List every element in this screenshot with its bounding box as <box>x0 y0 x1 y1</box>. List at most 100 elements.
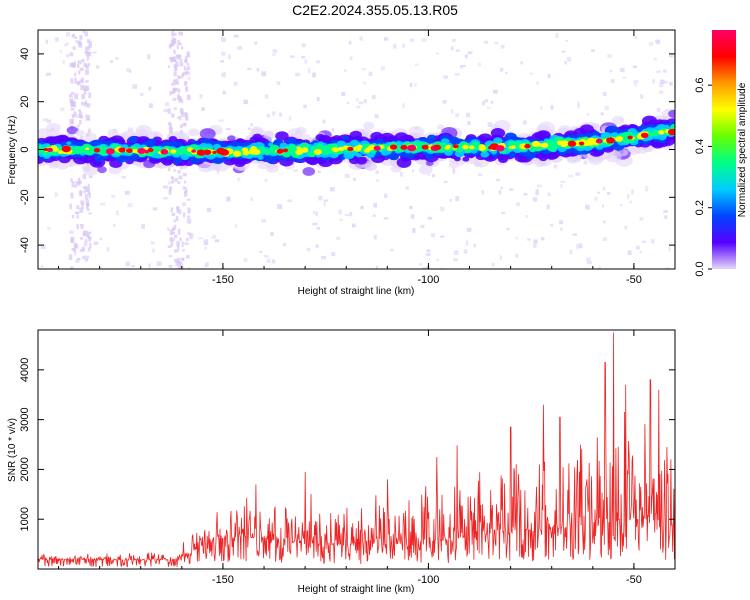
noise-cell <box>237 177 241 181</box>
spectral-blob <box>418 164 433 175</box>
spectral-blob <box>524 143 531 149</box>
x-tick-label: -150 <box>212 574 234 586</box>
streak-cell <box>74 77 77 84</box>
spectral-blob <box>452 144 459 149</box>
spectral-blob <box>93 147 101 153</box>
streak-cell <box>88 51 92 57</box>
noise-cell <box>515 236 519 240</box>
spectral-blob <box>468 145 475 150</box>
streak-cell <box>76 81 81 86</box>
streak-cell <box>182 172 187 177</box>
noise-cell <box>301 43 306 48</box>
spectral-blob <box>296 146 302 150</box>
noise-cell <box>484 40 488 44</box>
noise-cell <box>491 262 495 267</box>
noise-cell <box>410 214 415 219</box>
streak-cell <box>74 244 79 249</box>
noise-cell <box>452 168 456 174</box>
noise-cell <box>182 202 186 206</box>
noise-cell <box>547 192 552 196</box>
spectral-blob <box>275 131 289 141</box>
streak-cell <box>184 116 189 121</box>
noise-cell <box>461 64 466 68</box>
noise-cell <box>261 218 267 223</box>
noise-cell <box>402 103 405 109</box>
spectral-blob <box>282 148 289 153</box>
streak-cell <box>167 108 171 114</box>
noise-cell <box>100 202 106 206</box>
spectral-blob <box>389 144 398 150</box>
streak-cell <box>82 255 86 260</box>
streak-cell <box>76 215 79 219</box>
spectral-blob <box>668 109 675 118</box>
noise-cell <box>583 160 588 165</box>
streak-cell <box>178 31 182 36</box>
spectral-blob <box>126 148 133 154</box>
streak-cell <box>172 97 177 101</box>
noise-cell <box>338 209 342 215</box>
spectral-blob <box>658 130 665 135</box>
streak-cell <box>175 79 179 84</box>
streak-cell <box>171 237 175 242</box>
noise-cell <box>151 248 156 253</box>
noise-cell <box>477 62 481 67</box>
streak-cell <box>179 62 184 67</box>
noise-cell <box>624 225 628 230</box>
noise-cell <box>420 224 425 229</box>
y-tick-label: 4000 <box>19 358 31 382</box>
noise-cell <box>128 127 134 132</box>
noise-cell <box>221 72 226 78</box>
streak-cell <box>77 177 81 181</box>
spectral-blob <box>66 126 78 135</box>
noise-cell <box>500 186 503 189</box>
noise-cell <box>515 253 519 258</box>
noise-cell <box>99 237 103 241</box>
streak-cell <box>181 241 184 248</box>
y-tick-label: 20 <box>19 96 31 108</box>
spectral-blob <box>57 150 64 155</box>
noise-cell <box>631 189 634 195</box>
streak-cell <box>171 212 176 216</box>
noise-cell <box>464 54 468 59</box>
noise-cell <box>450 46 454 51</box>
noise-cell <box>147 54 151 60</box>
spectral-blob <box>541 142 549 148</box>
noise-cell <box>358 101 364 105</box>
streak-cell <box>173 219 176 223</box>
noise-cell <box>500 211 506 215</box>
streak-cell <box>69 52 74 57</box>
noise-cell <box>568 174 573 178</box>
streak-cell <box>71 113 75 119</box>
noise-cell <box>167 227 170 231</box>
streak-cell <box>168 121 171 126</box>
noise-cell <box>198 237 203 240</box>
streak-cell <box>184 188 188 194</box>
noise-cell <box>288 116 292 121</box>
noise-cell <box>520 61 524 65</box>
noise-cell <box>375 265 378 269</box>
noise-cell <box>586 113 590 116</box>
streak-cell <box>80 200 85 205</box>
spectral-blob <box>462 156 470 162</box>
noise-cell <box>645 188 648 192</box>
noise-cell <box>413 83 417 87</box>
noise-cell <box>547 73 551 78</box>
noise-cell <box>535 189 539 195</box>
spectral-blob <box>373 145 381 151</box>
noise-cell <box>632 65 637 68</box>
streak-cell <box>170 91 174 94</box>
spectral-blob <box>199 128 216 140</box>
streak-cell <box>76 257 81 261</box>
noise-cell <box>183 65 186 68</box>
noise-cell <box>46 72 52 76</box>
noise-cell <box>349 211 353 217</box>
noise-cell <box>312 72 316 78</box>
noise-cell <box>606 191 611 196</box>
spectral-blob <box>135 125 152 137</box>
noise-cell <box>443 75 448 79</box>
streak-cell <box>84 239 88 243</box>
noise-cell <box>124 190 130 195</box>
noise-cell <box>132 84 138 89</box>
noise-cell <box>509 188 514 191</box>
noise-cell <box>341 91 346 96</box>
